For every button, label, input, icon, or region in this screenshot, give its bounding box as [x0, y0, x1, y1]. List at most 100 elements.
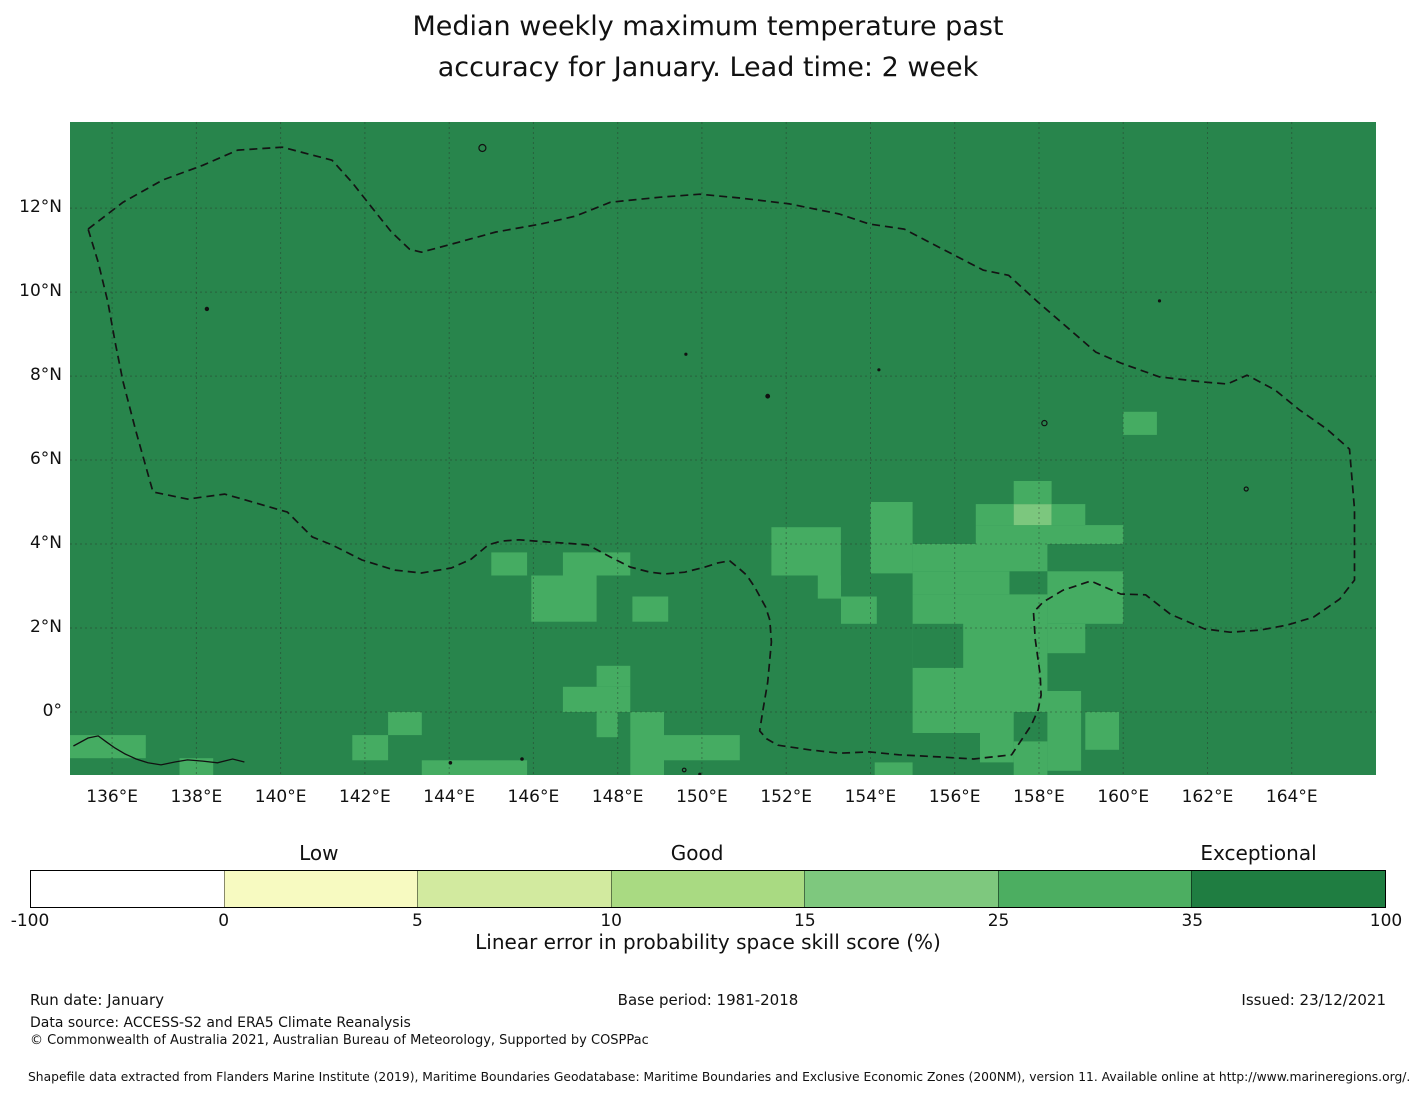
skill-cell: [912, 571, 1010, 595]
y-axis-tick-label: 10°N: [19, 281, 62, 302]
skill-cell: [841, 596, 877, 624]
skill-cell: [596, 712, 618, 738]
footer-copyright: © Commonwealth of Australia 2021, Austra…: [30, 1033, 649, 1048]
eez-boundary: [87, 146, 1356, 760]
footer-issued: Issued: 23/12/2021: [1241, 991, 1386, 1009]
skill-cell: [664, 735, 740, 761]
colorbar-category-label: Exceptional: [1200, 841, 1317, 865]
skill-cell: [912, 623, 964, 668]
skill-cell: [1013, 481, 1052, 505]
colorbar-category-label: Good: [670, 841, 724, 865]
colorbar-tick-label: 5: [412, 911, 423, 931]
y-axis-tick-label: 6°N: [29, 449, 62, 470]
skill-cell: [975, 504, 1014, 526]
x-axis-tick-label: 142°E: [339, 787, 391, 807]
skill-cell: [1051, 504, 1086, 526]
colorbar-segment-25-35: [997, 871, 1192, 907]
y-axis-tick-label: 8°N: [29, 365, 62, 386]
island-island: [520, 757, 524, 761]
skill-cell: [630, 712, 664, 775]
colorbar-segment--100-0: [31, 871, 224, 907]
skill-cell: [771, 527, 841, 576]
skill-cell: [1085, 712, 1119, 750]
new-guinea-coastline: [73, 735, 245, 766]
x-axis-tick-label: 154°E: [844, 787, 897, 807]
x-axis-tick-label: 140°E: [254, 787, 307, 807]
colorbar: [30, 870, 1386, 908]
x-axis-tick-label: 160°E: [1097, 787, 1150, 807]
skill-cell: [491, 552, 528, 576]
yap-island: [204, 306, 210, 312]
footer-base-period: Base period: 1981-2018: [617, 991, 799, 1009]
skill-cell: [912, 544, 1048, 572]
colorbar-axis-label: Linear error in probability space skill …: [475, 930, 941, 954]
footer-data-source: Data source: ACCESS-S2 and ERA5 Climate …: [30, 1015, 411, 1031]
x-axis-tick-label: 150°E: [676, 787, 728, 807]
x-axis-tick-label: 152°E: [760, 787, 813, 807]
title-line-1: Median weekly maximum temperature past: [412, 11, 1004, 42]
y-axis-tick-label: 2°N: [29, 617, 62, 638]
skill-cell: [596, 665, 631, 687]
skill-cell: [980, 712, 1014, 763]
colorbar-segment-15-25: [804, 871, 998, 907]
skill-cell: [421, 760, 528, 775]
skill-cell: [874, 762, 913, 775]
y-axis-tick-label: 0°: [42, 701, 62, 721]
new-ireland-island: [681, 767, 687, 773]
footer-run-date: Run date: January: [30, 991, 165, 1009]
x-axis-tick-label: 162°E: [1181, 787, 1234, 807]
skill-cell: [562, 552, 631, 576]
skill-cell: [388, 712, 422, 736]
x-axis-tick-label: 136°E: [86, 787, 138, 807]
colorbar-tick-label: 25: [987, 911, 1010, 931]
pohnpei-island: [1041, 419, 1048, 427]
colorbar-segment-35-100: [1191, 871, 1386, 907]
colorbar-tick-label: -100: [10, 911, 50, 931]
page-title: Median weekly maximum temperature past a…: [0, 6, 1416, 88]
colorbar-tick-label: 100: [1369, 911, 1403, 931]
skill-cell: [352, 735, 389, 761]
x-axis-tick-label: 158°E: [1013, 787, 1065, 807]
skill-cell: [870, 502, 913, 574]
colorbar-segment-5-10: [417, 871, 611, 907]
sea-background: [70, 122, 1376, 775]
island-island: [877, 368, 881, 372]
skill-cell: [1013, 504, 1052, 526]
y-axis-tick-label: 12°N: [19, 197, 62, 218]
colorbar-segment-0-5: [223, 871, 418, 907]
skill-cell: [912, 712, 993, 733]
skill-cell: [1047, 571, 1124, 624]
skill-cell: [70, 735, 146, 759]
skill-cell: [1123, 411, 1157, 435]
skill-cell: [1047, 623, 1086, 654]
island-island: [698, 772, 702, 775]
chuuk-island: [765, 393, 771, 399]
guam-island: [478, 143, 487, 153]
colorbar-tick-label: 0: [218, 911, 230, 931]
colorbar-tick-label: 35: [1181, 911, 1204, 931]
x-axis-tick-label: 138°E: [170, 787, 223, 807]
x-axis-tick-label: 164°E: [1265, 787, 1318, 807]
colorbar-segment-10-15: [610, 871, 805, 907]
island-island: [448, 760, 453, 765]
skill-cell: [975, 525, 1124, 544]
title-line-2: accuracy for January. Lead time: 2 week: [437, 52, 979, 83]
map-svg: [70, 122, 1376, 775]
skill-cell: [562, 686, 631, 712]
island-island: [684, 352, 688, 356]
skill-cell: [531, 575, 597, 622]
skill-cell: [632, 596, 669, 622]
x-axis-tick-label: 148°E: [591, 787, 644, 807]
colorbar-category-label: Low: [299, 841, 339, 865]
skill-cell: [1047, 712, 1082, 771]
footer-shapefile-note: Shapefile data extracted from Flanders M…: [28, 1070, 1411, 1084]
x-axis-tick-label: 156°E: [928, 787, 981, 807]
y-axis-tick-label: 4°N: [29, 533, 62, 554]
colorbar-tick-label: 10: [600, 911, 622, 931]
skill-cell: [1039, 691, 1082, 712]
colorbar-tick-label: 15: [794, 911, 816, 931]
x-axis-tick-label: 144°E: [423, 787, 476, 807]
skill-cell: [179, 758, 214, 775]
island-island: [1157, 299, 1162, 303]
x-axis-tick-label: 146°E: [507, 787, 560, 807]
